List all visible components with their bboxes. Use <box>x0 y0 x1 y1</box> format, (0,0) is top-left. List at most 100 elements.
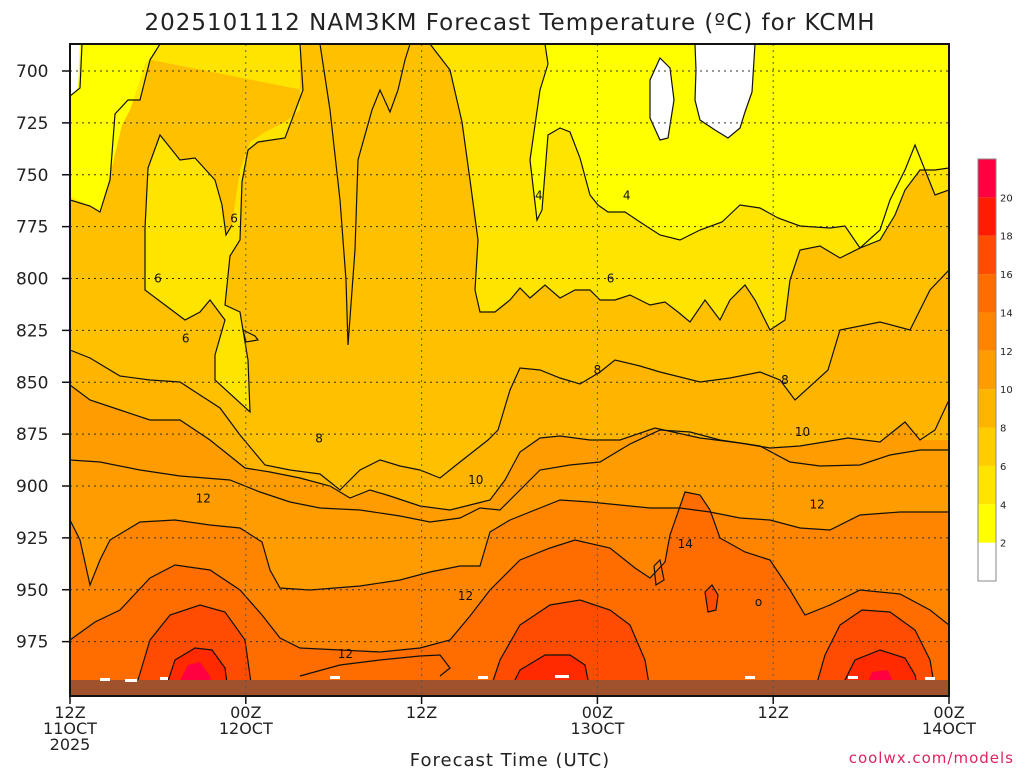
band-12-14 <box>70 492 949 696</box>
contour-line <box>429 44 949 331</box>
y-tick-label: 875 <box>16 425 48 445</box>
colorbar-label: 8 <box>1000 424 1006 435</box>
band-below-2-b <box>650 58 674 140</box>
x-tick-label: 00Z <box>582 703 613 722</box>
contour-line <box>242 328 260 343</box>
contour-label: 10 <box>468 473 483 487</box>
surface-speck <box>848 676 858 679</box>
y-tick-label: 850 <box>16 373 48 393</box>
y-tick-label: 950 <box>16 581 48 601</box>
colorbar-label: 10 <box>1000 385 1013 396</box>
y-tick-label: 900 <box>16 477 48 497</box>
chart-title: 2025101112 NAM3KM Forecast Temperature (… <box>144 10 875 36</box>
colorbar-swatch <box>978 389 996 428</box>
x-tick-label: 12Z <box>54 703 85 722</box>
contour-line <box>529 63 949 249</box>
contour-line <box>134 604 253 691</box>
x-tick-label: 11OCT <box>43 719 97 738</box>
surface-specks <box>100 675 935 682</box>
contour-line <box>814 609 936 691</box>
contour-line <box>704 584 719 613</box>
y-tick-label: 750 <box>16 166 48 186</box>
plot-border <box>69 43 950 697</box>
contour-line <box>489 599 651 691</box>
y-tick-label: 775 <box>16 218 48 238</box>
colorbar-label: 20 <box>1000 193 1013 204</box>
contour-line <box>70 269 949 491</box>
ground-surface <box>70 680 949 696</box>
x-tick-label: 00Z <box>933 703 964 722</box>
contour-label: 8 <box>781 373 789 387</box>
band-2-4 <box>530 44 949 248</box>
x-tick-label: 14OCT <box>922 719 976 738</box>
colorbar-label: 14 <box>1000 308 1013 319</box>
contour-line <box>70 44 83 97</box>
credit-text: coolwx.com/models <box>849 749 1014 767</box>
colorbar-swatch <box>978 235 996 275</box>
contour-label: 12 <box>458 589 473 603</box>
band-4-6 <box>70 44 303 412</box>
surface-speck <box>745 676 755 679</box>
colorbar-swatch <box>978 197 996 236</box>
y-axis: 700 725 750 775 800 825 850 875 900 925 950 975 <box>16 62 70 653</box>
contour-labels: 6 6 6 8 4 4 6 8 8 10 10 12 12 12 12 14 o <box>154 189 825 662</box>
contour-line <box>164 647 229 691</box>
x-tick-label: 12Z <box>406 703 437 722</box>
y-tick-label: 700 <box>16 62 48 82</box>
band-2-4-left <box>70 44 160 212</box>
y-tick-label: 800 <box>16 270 48 290</box>
contour-line <box>144 44 304 414</box>
contour-line <box>694 44 756 139</box>
contour-label: 6 <box>182 332 190 346</box>
x-tick-label: 2025 <box>50 735 91 754</box>
surface-speck <box>555 675 569 678</box>
contour-label: 4 <box>535 189 543 203</box>
contour-line <box>653 558 665 587</box>
contour-line <box>319 44 411 346</box>
surface-speck <box>160 677 168 680</box>
contour-label: 6 <box>154 272 162 286</box>
y-tick-label: 825 <box>16 321 48 341</box>
contour-line <box>649 56 675 141</box>
surface-speck <box>478 676 488 679</box>
contour-line <box>70 499 949 591</box>
contour-label: 8 <box>594 363 602 377</box>
band-14-16 <box>135 585 935 690</box>
band-below-2-c <box>70 44 80 96</box>
band-below-2-a <box>695 44 755 138</box>
surface-speck <box>925 677 935 680</box>
plot-area: 6 6 6 8 4 4 6 8 8 10 10 12 12 12 12 14 o <box>70 44 949 696</box>
colorbar-swatch <box>978 159 996 198</box>
contour-line <box>70 44 161 213</box>
colorbar-swatch <box>978 465 996 505</box>
colorbar-swatch <box>978 542 996 581</box>
contour-label: 10 <box>795 425 810 439</box>
band-16-18 <box>165 648 918 690</box>
colorbar-swatch <box>978 504 996 543</box>
colorbar-label: 12 <box>1000 347 1013 358</box>
y-tick-label: 925 <box>16 529 48 549</box>
contour-label: 6 <box>230 211 238 225</box>
y-tick-label: 725 <box>16 114 48 134</box>
contour-lines <box>70 44 949 691</box>
contour-line <box>299 654 451 677</box>
contour-line <box>509 654 591 691</box>
horizontal-grid <box>70 70 949 643</box>
colorbar-label: 6 <box>1000 462 1006 473</box>
surface-speck <box>330 676 340 679</box>
x-tick-label: 00Z <box>230 703 261 722</box>
surface-speck <box>125 679 137 682</box>
y-tick-label: 975 <box>16 633 48 653</box>
colorbar-border <box>977 158 997 582</box>
colorbar-swatch <box>978 427 996 466</box>
colorbar-swatch <box>978 274 996 313</box>
x-tick-label: 12Z <box>758 703 789 722</box>
contour-line <box>70 384 949 511</box>
colorbar-swatch <box>978 312 996 351</box>
contour-line <box>839 649 919 691</box>
colorbar: 2 4 6 8 10 12 14 16 18 20 <box>977 158 1013 582</box>
contour-line <box>70 429 949 523</box>
x-tick-label: 12OCT <box>219 719 273 738</box>
contour-label: 14 <box>678 537 693 551</box>
